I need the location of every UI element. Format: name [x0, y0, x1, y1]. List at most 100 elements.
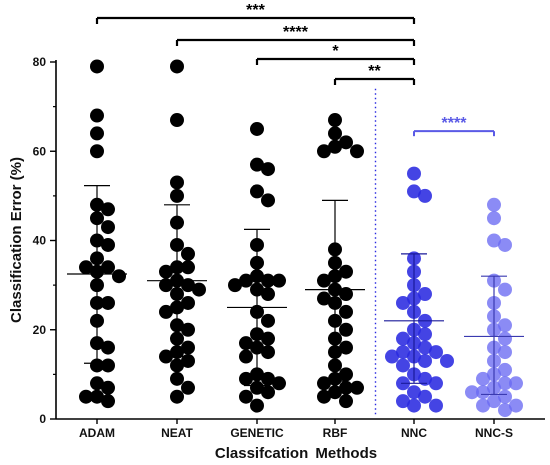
data-point: [250, 184, 264, 199]
data-point: [159, 304, 173, 319]
data-point: [79, 389, 93, 404]
data-point: [440, 353, 454, 368]
data-point: [250, 398, 264, 413]
data-point: [170, 389, 184, 404]
data-point: [339, 322, 353, 337]
data-point: [487, 394, 501, 409]
data-point: [261, 371, 275, 386]
data-point: [407, 385, 421, 400]
data-point: [339, 340, 353, 355]
data-point: [418, 389, 432, 404]
data-point: [261, 193, 275, 208]
data-point: [101, 295, 115, 310]
data-point: [429, 398, 443, 413]
y-tick-label: 20: [33, 323, 47, 337]
data-point: [498, 403, 512, 418]
data-point: [181, 278, 195, 293]
sig-label: ****: [283, 24, 309, 41]
data-point: [79, 260, 93, 275]
data-point: [239, 349, 253, 364]
data-point: [396, 358, 410, 373]
data-point: [170, 371, 184, 386]
data-point: [407, 184, 421, 199]
data-point: [101, 202, 115, 217]
data-point: [101, 380, 115, 395]
sig-label: *: [332, 43, 339, 60]
data-point: [339, 264, 353, 279]
data-point: [476, 371, 490, 386]
data-point: [170, 175, 184, 190]
x-axis-title: Classifcation Methods: [215, 445, 377, 462]
data-point: [90, 376, 104, 391]
data-point: [101, 340, 115, 355]
data-point: [418, 287, 432, 302]
data-point: [261, 287, 275, 302]
x-tick-label: ADAM: [79, 426, 115, 440]
data-point: [170, 188, 184, 203]
y-tick-label: 60: [33, 144, 47, 158]
data-point: [170, 59, 184, 74]
data-point: [418, 188, 432, 203]
data-point: [498, 389, 512, 404]
data-point: [90, 126, 104, 141]
data-point: [170, 113, 184, 128]
data-point: [261, 313, 275, 328]
data-point: [465, 385, 479, 400]
data-point: [239, 273, 253, 288]
data-point: [101, 237, 115, 252]
data-point: [250, 121, 264, 136]
data-point: [328, 113, 342, 128]
data-point: [159, 264, 173, 279]
axes: [50, 60, 545, 424]
data-point: [407, 398, 421, 413]
data-point: [339, 304, 353, 319]
data-point: [339, 287, 353, 302]
data-point: [339, 135, 353, 150]
data-point: [101, 394, 115, 409]
data-point: [339, 367, 353, 382]
sig-label: **: [368, 63, 381, 80]
data-point: [181, 353, 195, 368]
data-point: [101, 358, 115, 373]
data-point: [339, 380, 353, 395]
data-point: [509, 398, 523, 413]
data-point: [261, 273, 275, 288]
data-point: [328, 385, 342, 400]
data-point: [418, 371, 432, 386]
data-point: [261, 162, 275, 177]
data-point: [487, 211, 501, 226]
data-point: [101, 260, 115, 275]
data-point: [181, 340, 195, 355]
data-point: [250, 380, 264, 395]
x-tick-label: GENETIC: [230, 426, 284, 440]
data-point: [272, 376, 286, 391]
data-points: [79, 59, 523, 418]
data-point: [101, 220, 115, 235]
data-point: [317, 273, 331, 288]
x-tick-label: NNC-S: [475, 426, 513, 440]
data-point: [181, 322, 195, 337]
x-tick-label: RBF: [323, 426, 348, 440]
data-point: [509, 376, 523, 391]
data-point: [90, 144, 104, 159]
data-point: [385, 349, 399, 364]
data-point: [487, 233, 501, 248]
x-tick-label: NNC: [401, 426, 427, 440]
x-tick-labels: ADAM NEAT GENETIC RBF NNC NNC-S: [79, 426, 513, 440]
data-point: [476, 398, 490, 413]
data-point: [476, 385, 490, 400]
data-point: [228, 278, 242, 293]
data-point: [239, 371, 253, 386]
data-point: [396, 331, 410, 346]
y-tick-labels: 0 20 40 60 80: [33, 55, 47, 426]
data-point: [239, 336, 253, 351]
data-point: [90, 389, 104, 404]
data-point: [181, 246, 195, 261]
data-point: [317, 291, 331, 306]
data-point: [498, 376, 512, 391]
data-point: [90, 358, 104, 373]
data-point: [239, 389, 253, 404]
data-point: [429, 376, 443, 391]
y-tick-label: 80: [33, 55, 47, 69]
data-point: [170, 358, 184, 373]
